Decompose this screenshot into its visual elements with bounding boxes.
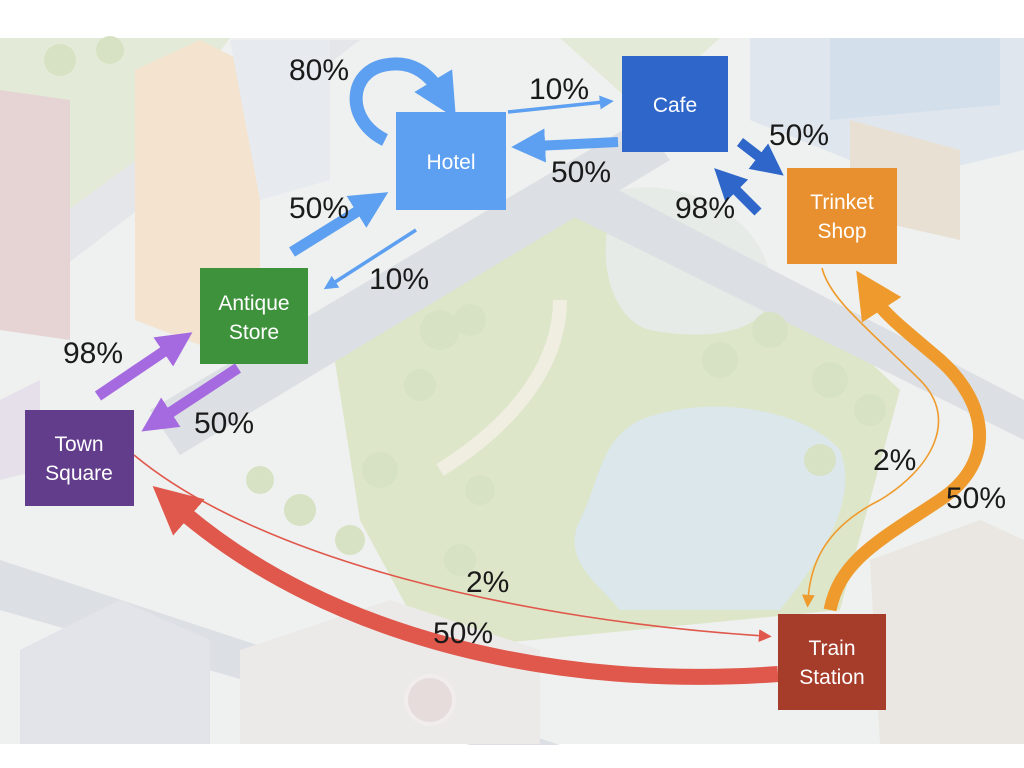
train-label-line2: Station [799, 666, 864, 689]
antique-box [200, 268, 308, 364]
antique-label-line2: Store [229, 321, 279, 344]
node-cafe: Cafe [622, 56, 728, 152]
label-cafe-to-trinket: 50% [769, 119, 829, 152]
arrow-trinket-to-train [801, 267, 940, 608]
label-hotel-to-antique: 10% [369, 263, 429, 296]
arrow-hotel-to-cafe [507, 95, 614, 114]
label-train-to-town: 50% [433, 617, 493, 650]
train-label-line1: Train [808, 637, 855, 660]
label-train-to-trinket: 50% [946, 482, 1006, 515]
arrow-cafe-to-hotel [511, 128, 619, 163]
label-trinket-to-cafe: 98% [675, 192, 735, 225]
node-trinket-shop: Trinket Shop [787, 168, 897, 264]
arrow-train-to-town [152, 485, 779, 685]
helipad [404, 674, 456, 726]
train-box [778, 614, 886, 710]
label-town-to-train: 2% [466, 566, 509, 599]
node-antique-store: Antique Store [200, 268, 308, 364]
arrow-cafe-to-trinket [736, 138, 784, 176]
cafe-label: Cafe [653, 94, 697, 117]
label-antique-to-town: 50% [194, 407, 254, 440]
arrow-antique-to-town [141, 363, 242, 432]
antique-label-line1: Antique [218, 292, 289, 315]
transition-labels: 80% 10% 50% 50% 98% 50% 10% 98% 50% 2% 5… [63, 54, 1006, 650]
label-hotel-to-hotel: 80% [289, 54, 349, 87]
town-box [25, 410, 134, 506]
label-antique-to-hotel: 50% [289, 192, 349, 225]
town-label-line1: Town [54, 433, 103, 456]
trinket-box [787, 168, 897, 264]
pond [574, 406, 846, 610]
trees [44, 36, 886, 576]
hotel-box [396, 112, 506, 210]
node-hotel: Hotel [396, 112, 506, 210]
hospital-building [240, 600, 540, 744]
arrow-trinket-to-cafe [714, 168, 762, 216]
cafe-box [622, 56, 728, 152]
label-hotel-to-cafe: 10% [529, 73, 589, 106]
arrow-antique-to-hotel [289, 192, 389, 257]
arrow-train-to-trinket [823, 270, 986, 612]
label-cafe-to-hotel: 50% [551, 156, 611, 189]
label-town-to-antique: 98% [63, 337, 123, 370]
node-town-square: Town Square [25, 410, 134, 506]
trinket-label-line2: Shop [817, 220, 866, 243]
node-train-station: Train Station [778, 614, 886, 710]
arrow-town-to-antique [94, 332, 193, 401]
transition-arrows [94, 57, 986, 685]
hotel-label: Hotel [426, 151, 475, 174]
arrow-hotel-to-hotel [349, 57, 456, 146]
label-trinket-to-train: 2% [873, 444, 916, 477]
town-label-line2: Square [45, 462, 113, 485]
trinket-label-line1: Trinket [810, 191, 874, 214]
arrow-hotel-to-antique [323, 228, 417, 290]
